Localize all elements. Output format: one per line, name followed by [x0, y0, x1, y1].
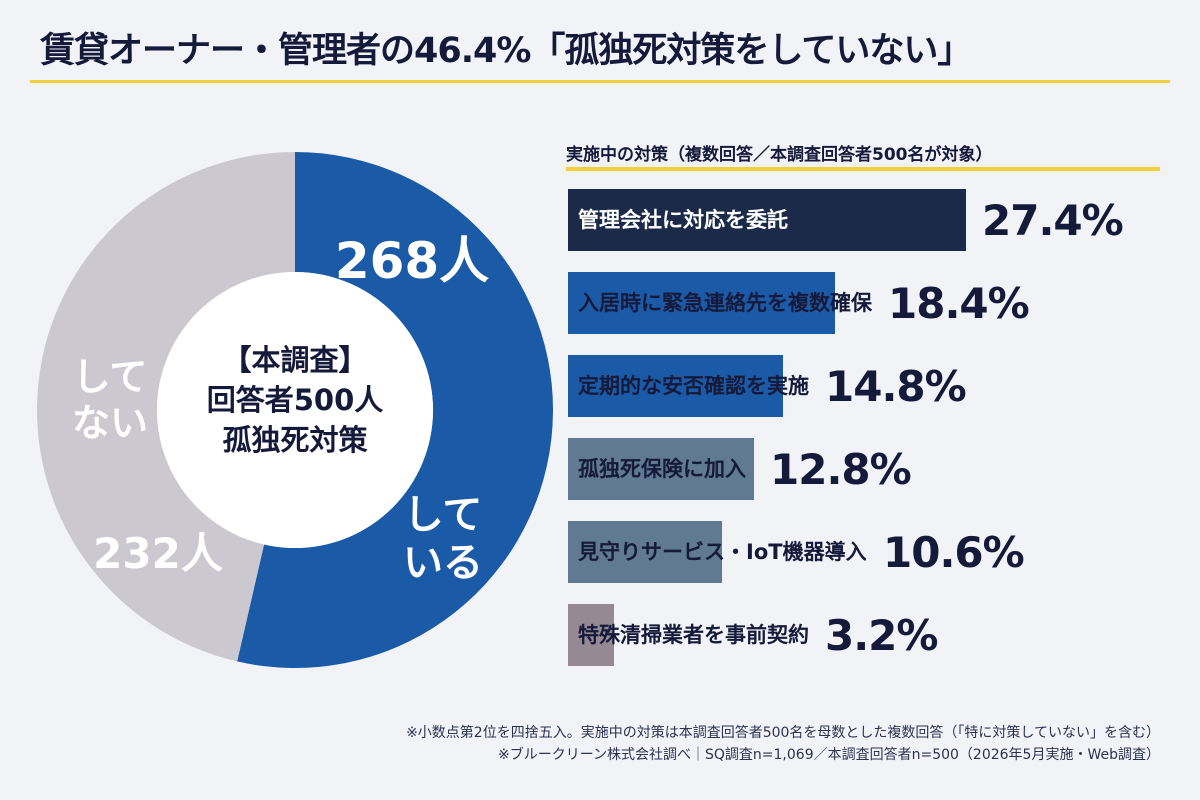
page-title: 賃貸オーナー・管理者の46.4%「孤独死対策をしていない」 — [40, 31, 972, 71]
not-doing-text-line-2: ない — [72, 401, 148, 445]
bar-row: 管理会社に対応を委託 27.4% — [568, 189, 1168, 251]
bar — [568, 355, 783, 417]
bar-row: 見守りサービス・IoT機器導入 10.6% — [568, 521, 1168, 583]
not-doing-count-label: 232人 — [93, 529, 223, 578]
bar — [568, 521, 722, 583]
footnote-2: ※ブルークリーン株式会社調べ｜SQ調査n=1,069／本調査回答者n=500（2… — [497, 747, 1160, 763]
bar-label: 特殊清掃業者を事前契約 — [578, 623, 809, 647]
not-doing-text-line-1: して — [73, 355, 148, 399]
measures-heading: 実施中の対策（複数回答／本調査回答者500名が対象） — [566, 145, 993, 165]
bar-label: 孤独死保険に加入 — [578, 457, 746, 481]
bar-value-label: 18.4% — [888, 279, 1030, 328]
bar — [568, 604, 614, 666]
bar-value-label: 10.6% — [883, 528, 1025, 577]
center-line-1: 【本調査】 — [222, 343, 368, 377]
bar-value-label: 27.4% — [982, 196, 1124, 245]
center-line-3: 孤独死対策 — [222, 423, 368, 457]
title-underline — [30, 80, 1170, 83]
bar-label: 定期的な安否確認を実施 — [578, 374, 809, 398]
center-line-2: 回答者500人 — [206, 383, 384, 417]
bar — [568, 272, 835, 334]
bar-row: 特殊清掃業者を事前契約 3.2% — [568, 604, 1168, 666]
donut-slice-doing — [237, 152, 554, 668]
bar-label: 管理会社に対応を委託 — [578, 208, 788, 232]
bar-label: 入居時に緊急連絡先を複数確保 — [578, 291, 872, 315]
bar — [568, 189, 966, 251]
doing-text-line-1: して — [404, 492, 483, 538]
bar-row: 定期的な安否確認を実施 14.8% — [568, 355, 1168, 417]
bar-label: 見守りサービス・IoT機器導入 — [578, 540, 867, 564]
doing-text-line-2: いる — [403, 540, 483, 586]
donut-slice-not-doing — [37, 152, 295, 662]
measures-heading-underline — [566, 167, 1160, 171]
footnote-1: ※小数点第2位を四捨五入。実施中の対策は本調査回答者500名を母数とした複数回答… — [406, 725, 1160, 741]
bar — [568, 438, 754, 500]
bar-row: 孤独死保険に加入 12.8% — [568, 438, 1168, 500]
donut-hole — [157, 272, 433, 548]
donut-center-label: 【本調査】 回答者500人 孤独死対策 — [175, 340, 415, 460]
bar-value-label: 12.8% — [770, 445, 912, 494]
bar-value-label: 3.2% — [825, 611, 938, 660]
bar-value-label: 14.8% — [825, 362, 967, 411]
doing-count-label: 268人 — [335, 232, 489, 290]
bar-row: 入居時に緊急連絡先を複数確保 18.4% — [568, 272, 1168, 334]
